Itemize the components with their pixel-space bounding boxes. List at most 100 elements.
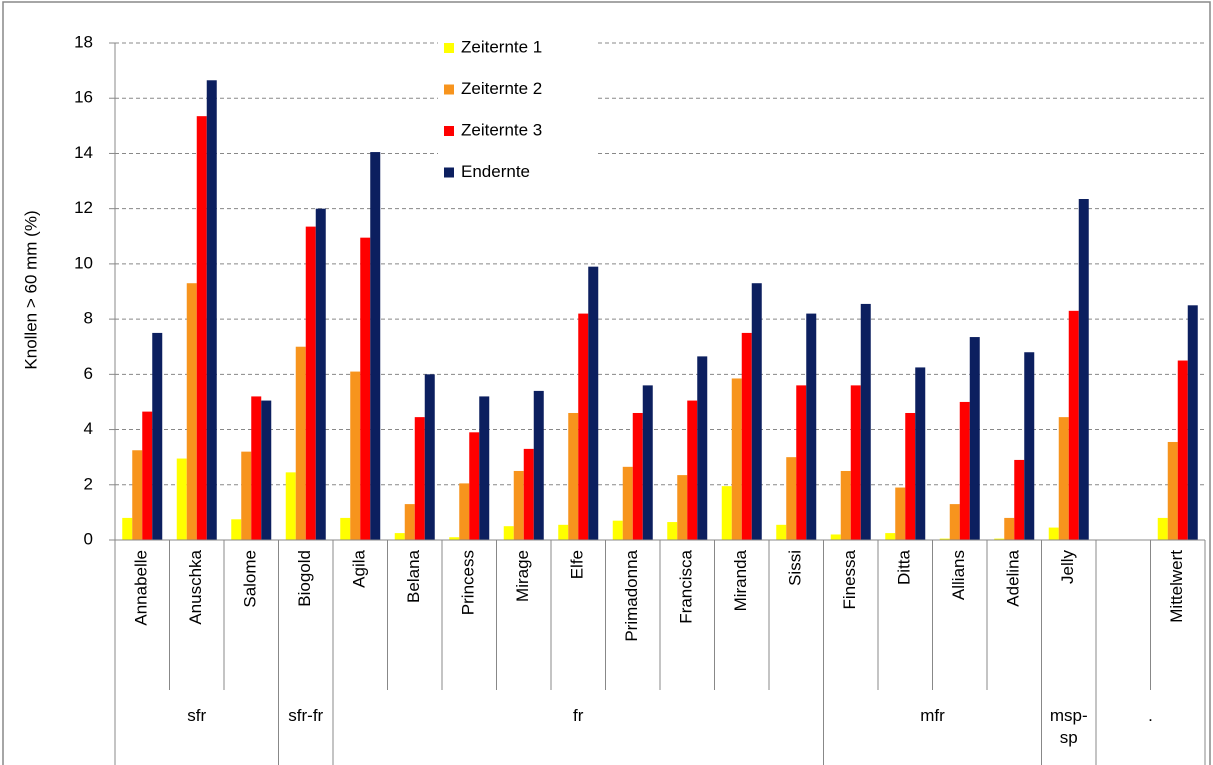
bar — [632, 412, 643, 540]
legend-swatch — [444, 167, 454, 178]
y-tick-label: 2 — [84, 474, 93, 493]
legend-label: Zeiternte 3 — [461, 120, 542, 139]
bar — [687, 400, 698, 540]
bar — [132, 450, 143, 540]
x-tick-label: Mittelwert — [1167, 550, 1186, 623]
y-tick-label: 0 — [84, 529, 93, 548]
bar — [796, 385, 807, 540]
bar — [885, 533, 896, 540]
bar — [414, 417, 425, 540]
bar — [305, 226, 316, 540]
bar — [612, 520, 623, 540]
y-tick-label: 8 — [84, 309, 93, 328]
bar — [459, 483, 470, 540]
y-tick-label: 6 — [84, 364, 93, 383]
legend-label: Zeiternte 2 — [461, 79, 542, 98]
bar — [697, 356, 708, 540]
bar — [667, 522, 678, 540]
bar — [261, 400, 272, 540]
x-tick-label: Allians — [949, 550, 968, 600]
bar — [806, 313, 817, 540]
bar — [241, 451, 252, 540]
y-tick-label: 12 — [74, 198, 93, 217]
bar — [424, 374, 435, 540]
bar — [850, 385, 861, 540]
bar — [1177, 360, 1188, 540]
bar — [469, 432, 480, 540]
bar — [939, 538, 950, 540]
legend-swatch — [444, 43, 454, 53]
bar — [1167, 441, 1178, 540]
bar — [1004, 517, 1015, 540]
bar — [1157, 517, 1168, 540]
y-tick-label: 4 — [84, 419, 93, 438]
bar — [1058, 417, 1069, 540]
legend-swatch — [444, 126, 454, 136]
x-tick-label: Mirage — [513, 550, 532, 602]
bar — [731, 378, 742, 540]
x-tick-label: Salome — [241, 550, 260, 608]
bar — [905, 412, 916, 540]
x-tick-label: Primadonna — [622, 549, 641, 641]
bar — [994, 538, 1005, 540]
x-tick-label: Finessa — [840, 549, 859, 609]
y-tick-label: 18 — [74, 32, 93, 51]
bar — [523, 448, 534, 540]
bar — [578, 313, 589, 540]
bar — [142, 411, 153, 540]
bar — [741, 332, 752, 540]
bar — [251, 396, 262, 540]
bar — [176, 458, 187, 540]
y-tick-label: 10 — [74, 253, 93, 272]
bar — [895, 487, 906, 540]
bar — [449, 537, 460, 540]
bar — [786, 457, 797, 540]
bar — [677, 475, 688, 540]
bar — [622, 466, 633, 540]
bar — [360, 237, 371, 541]
y-axis-title: Knollen > 60 mm (%) — [21, 210, 40, 369]
group-label: . — [1148, 706, 1153, 725]
bar — [721, 486, 732, 540]
bar — [285, 472, 296, 540]
bar — [959, 401, 970, 540]
x-tick-label: Sissi — [786, 550, 805, 586]
bar — [152, 332, 163, 540]
bar — [315, 208, 326, 540]
bar — [860, 303, 871, 540]
group-label: sfr — [187, 706, 207, 725]
bar — [350, 371, 361, 540]
y-tick-label: 16 — [74, 88, 93, 107]
group-label: mfr — [920, 706, 945, 725]
bar — [1068, 310, 1079, 540]
bar — [503, 526, 514, 540]
bar — [568, 412, 579, 540]
bar — [969, 337, 980, 540]
bar — [196, 116, 207, 541]
bar — [1187, 305, 1198, 540]
x-tick-label: Biogold — [295, 550, 314, 607]
bar — [533, 390, 544, 540]
bar — [1078, 199, 1089, 540]
bar — [186, 283, 197, 540]
bar — [949, 504, 960, 540]
y-tick-label: 14 — [74, 143, 93, 162]
x-tick-label: Anuschka — [186, 549, 205, 624]
bar — [1014, 459, 1025, 540]
bar — [1048, 527, 1059, 540]
bar — [206, 80, 217, 541]
legend-label: Zeiternte 1 — [461, 37, 542, 56]
bar — [642, 385, 653, 540]
x-tick-label: Princess — [459, 550, 478, 615]
group-label: sfr-fr — [288, 706, 324, 725]
bar — [231, 519, 242, 540]
x-tick-label: Annabelle — [132, 550, 151, 626]
bar — [340, 517, 351, 540]
bar — [122, 517, 133, 540]
x-tick-label: Francisca — [677, 549, 696, 623]
legend-label: Endernte — [461, 162, 530, 181]
bar — [840, 470, 851, 540]
group-label: msp-sp — [1049, 706, 1088, 747]
